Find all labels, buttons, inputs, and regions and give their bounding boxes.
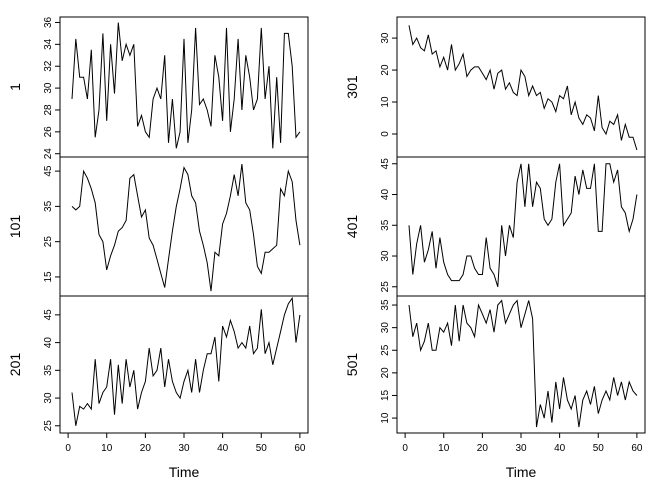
x-tick-label: 40 [554, 443, 566, 454]
y-tick-label: 45 [43, 165, 54, 177]
y-tick-label: 24 [43, 148, 54, 160]
y-tick-label: 45 [380, 158, 391, 170]
y-tick-label: 0 [380, 131, 391, 137]
y-tick-label: 25 [43, 236, 54, 248]
x-tick-label: 30 [515, 443, 527, 454]
y-tick-label: 30 [43, 392, 54, 404]
y-tick-label: 10 [380, 96, 391, 108]
y-tick-label: 28 [43, 104, 54, 116]
y-tick-label: 20 [380, 367, 391, 379]
series-line [71, 296, 301, 426]
y-tick-label: 45 [43, 309, 54, 321]
x-tick-label: 60 [294, 443, 306, 454]
x-tick-label: 60 [631, 443, 643, 454]
panel-frame [396, 156, 646, 297]
y-tick-label: 35 [43, 200, 54, 212]
y-tick-label: 40 [380, 189, 391, 201]
y-axis-label: 1 [7, 83, 23, 91]
panel-frame [396, 16, 646, 158]
series-line [71, 164, 301, 292]
x-axis-label: Time [169, 464, 200, 480]
x-tick-label: 0 [402, 443, 408, 454]
y-tick-label: 40 [43, 337, 54, 349]
x-tick-label: 10 [438, 443, 450, 454]
y-axis-label: 501 [344, 353, 360, 377]
series-line [408, 25, 638, 151]
y-tick-label: 30 [43, 82, 54, 94]
series-line [71, 22, 301, 149]
x-tick-label: 0 [65, 443, 71, 454]
y-tick-label: 35 [380, 299, 391, 311]
series-line [408, 299, 638, 428]
y-axis-label: 301 [344, 75, 360, 99]
x-tick-label: 30 [178, 443, 190, 454]
x-tick-label: 20 [140, 443, 152, 454]
y-axis-label: 101 [7, 215, 23, 239]
y-tick-label: 30 [380, 250, 391, 262]
panel-frame [59, 156, 309, 297]
x-tick-label: 50 [593, 443, 605, 454]
y-tick-label: 35 [380, 219, 391, 231]
x-tick-label: 50 [256, 443, 268, 454]
series-line [408, 163, 638, 287]
y-axis-label: 201 [7, 353, 23, 377]
y-tick-label: 25 [380, 344, 391, 356]
y-tick-label: 25 [43, 420, 54, 432]
y-tick-label: 10 [380, 412, 391, 424]
y-tick-label: 30 [380, 322, 391, 334]
x-tick-label: 20 [477, 443, 489, 454]
y-tick-label: 35 [43, 364, 54, 376]
x-tick-label: 40 [217, 443, 229, 454]
y-tick-label: 20 [380, 64, 391, 76]
y-tick-label: 26 [43, 126, 54, 138]
y-tick-label: 25 [380, 281, 391, 293]
y-tick-label: 15 [43, 271, 54, 283]
panel-frame [396, 295, 646, 434]
panel-frame [59, 295, 309, 434]
y-tick-label: 36 [43, 16, 54, 28]
x-axis-label: Time [506, 464, 537, 480]
y-tick-label: 30 [380, 32, 391, 44]
x-tick-label: 10 [101, 443, 113, 454]
y-tick-label: 34 [43, 38, 54, 50]
y-tick-label: 32 [43, 60, 54, 72]
panel-frame [59, 16, 309, 158]
y-axis-label: 401 [344, 215, 360, 239]
y-tick-label: 15 [380, 389, 391, 401]
